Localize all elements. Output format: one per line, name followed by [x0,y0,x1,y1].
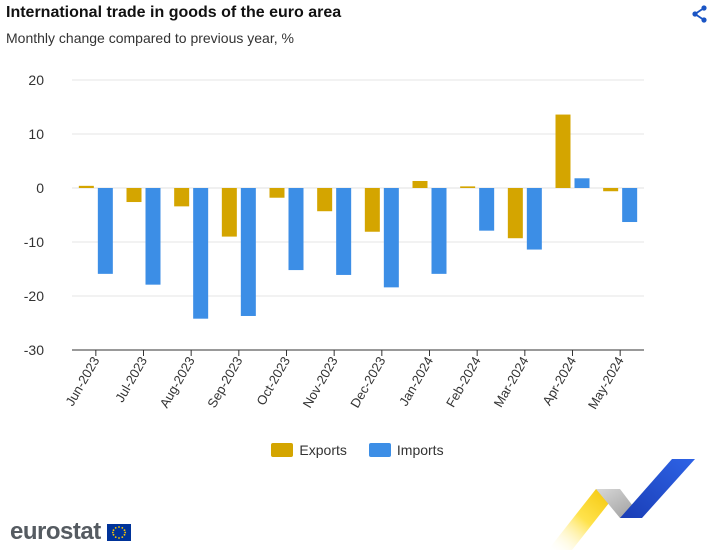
x-tick-label: Nov-2023 [300,354,341,410]
bar-exports[interactable] [269,188,285,198]
bar-exports[interactable] [364,188,380,232]
y-tick-label: 20 [28,72,44,88]
bar-imports[interactable] [240,188,256,316]
x-tick-label: Jun-2023 [62,354,102,408]
bar-exports[interactable] [460,186,476,188]
legend-label-imports: Imports [396,442,444,458]
x-tick-label: Dec-2023 [347,354,388,410]
bar-exports[interactable] [603,188,619,192]
y-tick-label: -30 [24,342,44,358]
bar-imports[interactable] [97,188,113,274]
y-tick-label: 10 [28,126,44,142]
bar-imports[interactable] [622,188,638,223]
bar-imports[interactable] [574,178,590,188]
bar-exports[interactable] [174,188,190,207]
bar-imports[interactable] [145,188,161,285]
y-tick-label: 0 [36,180,44,196]
legend-item-exports[interactable]: Exports [271,442,347,458]
x-tick-label: Aug-2023 [157,354,198,410]
eurostat-logo: eurostat [10,518,131,546]
chart-subtitle: Monthly change compared to previous year… [6,30,294,46]
x-tick-label: Oct-2023 [253,354,293,408]
eurostat-ribbon-graphic [548,459,695,550]
bar-exports[interactable] [555,114,571,188]
x-tick-label: Sep-2023 [204,354,245,410]
legend-swatch-exports [271,443,294,457]
bar-imports[interactable] [526,188,542,250]
legend-label-exports: Exports [299,442,347,458]
bar-exports[interactable] [507,188,523,239]
bar-imports[interactable] [431,188,447,274]
eu-flag-icon [106,523,131,541]
bar-imports[interactable] [383,188,399,288]
bar-exports[interactable] [126,188,142,203]
x-tick-label: Jul-2023 [112,354,150,405]
x-tick-label: Feb-2024 [443,354,484,410]
bar-imports[interactable] [288,188,304,271]
share-icon[interactable] [690,4,710,24]
x-tick-label: Jan-2024 [396,354,436,408]
y-tick-label: -10 [24,234,44,250]
bar-chart: 20 10 0 -10 -20 -30 Jun-2023 Jul-2023 Aug-2023 Se… [24,72,644,412]
bar-imports[interactable] [336,188,352,275]
chart-title: International trade in goods of the euro… [6,4,342,21]
brand-name: eurostat [10,518,101,545]
bar-imports[interactable] [193,188,209,319]
bar-exports[interactable] [221,188,237,237]
bar-exports[interactable] [412,180,428,188]
x-tick-label: Apr-2024 [539,354,579,408]
x-tick-label: Mar-2024 [491,354,532,410]
legend-item-imports[interactable]: Imports [368,442,444,458]
bar-exports[interactable] [78,185,94,188]
bar-exports[interactable] [317,188,333,212]
chart-legend: Exports Imports [0,442,715,458]
y-tick-label: -20 [24,288,44,304]
legend-swatch-imports [368,443,391,457]
bar-imports[interactable] [479,188,495,231]
x-tick-label: May-2024 [585,354,627,412]
